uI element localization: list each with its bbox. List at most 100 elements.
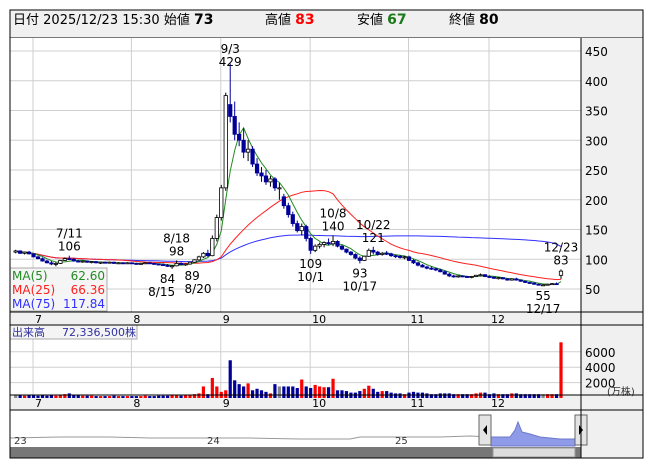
candle (478, 274, 483, 277)
volume-bar (18, 395, 22, 398)
candle (366, 249, 371, 257)
candle (348, 251, 354, 255)
volume-bar (559, 342, 563, 398)
volume-bar (541, 394, 545, 398)
annotation-value: 93 (352, 266, 367, 280)
ma-legend-value: 66.36 (71, 283, 105, 297)
candle (415, 262, 421, 266)
candle (22, 251, 27, 254)
volume-bar (286, 386, 290, 398)
candle (558, 270, 564, 276)
volume-bar (510, 393, 514, 398)
annotation-date: 10/1 (297, 270, 324, 284)
candle (549, 283, 555, 286)
volume-bar (277, 386, 281, 398)
high-value: 83 (295, 12, 315, 28)
candle (496, 277, 501, 280)
candle (18, 250, 23, 254)
volume-bar (487, 394, 492, 398)
candle (35, 256, 41, 260)
month-label: 8 (133, 313, 140, 326)
candle (389, 253, 394, 257)
volume-bar (103, 396, 107, 398)
volume-tick-label: 6000 (585, 346, 616, 360)
volume-bar (537, 394, 541, 398)
volume-bar (496, 394, 501, 398)
volume-bar (545, 394, 550, 398)
header-date: 日付 2025/12/23 15:30 始値 73 (13, 10, 213, 30)
candle (268, 178, 273, 183)
volume-legend-label: 出来高 (12, 325, 45, 339)
candle (375, 251, 380, 255)
volume-bar (224, 390, 228, 398)
candle (214, 217, 219, 239)
annotation-date: 12/23 (544, 240, 579, 254)
annotation-date: 8/18 (163, 231, 190, 245)
candle (187, 261, 193, 265)
annotation-date: 10/17 (343, 279, 378, 293)
annotation-value: 109 (299, 257, 322, 271)
candle (545, 283, 550, 286)
candle (482, 274, 488, 277)
candle (286, 205, 291, 216)
month-label: 12 (491, 397, 505, 410)
candle (505, 278, 510, 281)
navigator-scroll-thumb[interactable] (492, 447, 576, 458)
volume-bar (107, 396, 112, 398)
volume-bar (90, 395, 94, 398)
volume-bar (443, 393, 447, 398)
volume-bar (309, 387, 313, 398)
month-label: 11 (411, 397, 425, 410)
volume-bar (326, 387, 331, 398)
candle (85, 260, 90, 263)
volume-bar (304, 386, 308, 398)
candle (13, 250, 18, 253)
volume-bar (514, 393, 518, 398)
volume-axis (581, 325, 643, 395)
volume-bar (465, 394, 469, 398)
candle (380, 252, 385, 255)
candle (290, 214, 295, 224)
volume-bar (161, 395, 165, 398)
volume-bar (40, 395, 45, 398)
candle (138, 263, 143, 265)
volume-bar (523, 394, 527, 398)
volume-bar (273, 384, 277, 398)
volume-bar (170, 395, 174, 398)
volume-bar (519, 394, 523, 398)
annotation-value: 84 (160, 272, 175, 286)
volume-bar (233, 380, 237, 398)
annotation-value: 106 (58, 240, 81, 254)
candle (129, 262, 134, 265)
candle (44, 260, 50, 264)
volume-legend-value: 72,336,500株 (62, 325, 136, 339)
price-tick-label: 250 (585, 164, 608, 178)
volume-bar (425, 393, 429, 398)
annotation-date: 10/8 (320, 206, 347, 220)
volume-bar (532, 394, 536, 398)
volume-tick-label: 2000 (585, 377, 616, 391)
candle (254, 163, 260, 174)
low-label: 安値 (357, 13, 384, 28)
candle (527, 282, 532, 284)
volume-bar (550, 394, 554, 398)
candle (554, 283, 559, 286)
candle (125, 262, 130, 265)
candle (170, 265, 175, 268)
candle (487, 276, 492, 278)
candle (424, 266, 430, 269)
candle (353, 254, 358, 259)
volume-bar (201, 386, 205, 398)
candle (509, 278, 514, 281)
ma-legend-label: MA(25) (12, 283, 55, 297)
volume-bar (331, 378, 335, 398)
candle (147, 262, 152, 265)
annotation-date: 10/22 (356, 218, 391, 232)
candle (523, 280, 528, 283)
candle (500, 277, 505, 280)
volume-bar (139, 396, 143, 398)
volume-bar (130, 396, 134, 398)
navigator-scrollbar[interactable] (10, 447, 581, 458)
ma-legend-value: 117.84 (63, 297, 105, 311)
candle (165, 264, 170, 267)
